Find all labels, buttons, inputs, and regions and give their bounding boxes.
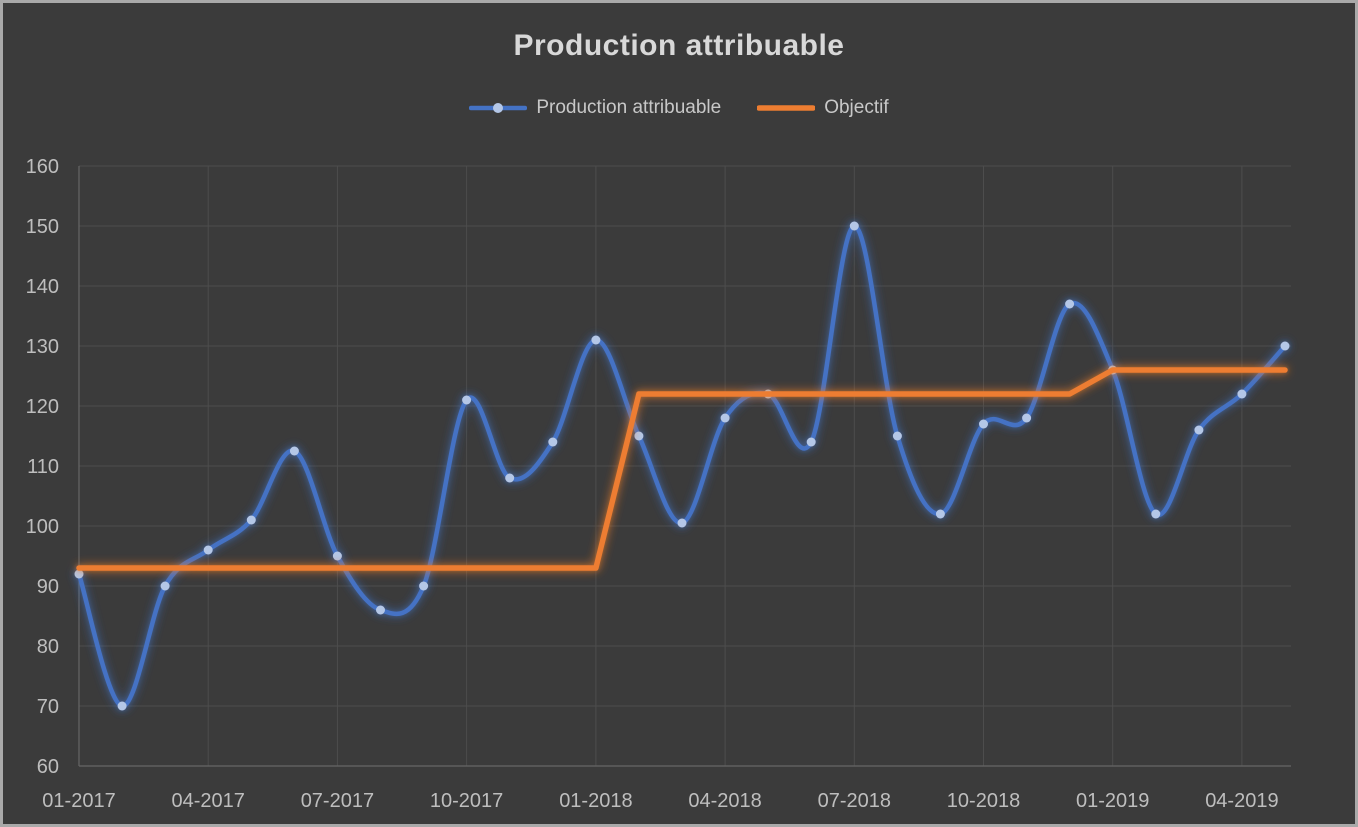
data-point-marker — [677, 518, 687, 528]
y-axis-tick-label: 140 — [26, 276, 59, 298]
data-point-marker — [849, 221, 859, 231]
objectif-line[interactable] — [76, 367, 1288, 571]
chart-title[interactable]: Production attribuable — [513, 29, 845, 62]
y-axis-tick-label: 90 — [37, 576, 59, 598]
y-axis-tick-label: 80 — [37, 636, 59, 658]
data-point-marker — [117, 701, 127, 711]
data-point-marker — [376, 605, 385, 615]
x-axis-tick-label: 10-2017 — [430, 790, 503, 812]
data-point-marker — [289, 446, 299, 456]
x-axis-tick-label: 07-2018 — [818, 790, 891, 812]
data-point-marker — [634, 431, 644, 441]
data-point-marker — [332, 551, 342, 561]
data-point-marker — [979, 419, 988, 429]
x-axis-tick-label: 10-2018 — [947, 790, 1020, 812]
data-point-marker — [720, 413, 730, 423]
data-point-marker — [74, 569, 84, 579]
series-production-attribuable — [74, 221, 1290, 711]
y-axis-tick-label: 60 — [37, 756, 59, 778]
data-point-marker — [1022, 413, 1032, 423]
x-axis-tick-label: 07-2017 — [301, 790, 374, 812]
data-point-marker — [1194, 425, 1204, 435]
legend-label-production-attribuable: Production attribuable — [536, 97, 722, 118]
plot-area[interactable]: 60 70 80 90 100 110 120 130 140 150 160 01-2017 04-2… — [3, 3, 1358, 827]
data-point-marker — [1065, 299, 1075, 309]
legend-line-icon — [757, 100, 816, 116]
data-point-marker — [203, 545, 213, 555]
data-point-marker — [591, 335, 601, 345]
data-point-marker — [419, 581, 429, 591]
data-point-marker — [246, 515, 256, 525]
gridlines — [78, 165, 1291, 767]
y-axis-tick-label: 120 — [26, 396, 59, 418]
y-axis-tick-label: 130 — [26, 336, 59, 358]
y-axis-tick-label: 100 — [26, 516, 59, 538]
y-axis-tick-label: 70 — [37, 696, 59, 718]
data-point-marker — [935, 509, 945, 519]
data-point-marker — [505, 473, 515, 483]
x-axis-tick-label: 04-2019 — [1205, 790, 1278, 812]
x-axis-tick-label: 01-2019 — [1076, 790, 1149, 812]
data-point-marker — [462, 395, 472, 405]
legend-item-production-attribuable[interactable]: Production attribuable — [469, 97, 721, 119]
data-point-marker — [160, 581, 170, 591]
legend: Production attribuable Objectif — [3, 97, 1355, 119]
legend-label-objectif: Objectif — [824, 97, 889, 118]
data-point-marker — [1237, 389, 1247, 399]
x-axis-tick-label: 04-2018 — [688, 790, 761, 812]
data-point-marker — [548, 437, 558, 447]
series-objectif — [76, 367, 1288, 571]
data-point-marker — [806, 437, 816, 447]
y-axis-tick-label: 150 — [26, 216, 59, 238]
legend-line-marker-icon — [469, 100, 528, 116]
x-axis-tick-label: 01-2018 — [559, 790, 632, 812]
x-axis-tick-label: 04-2017 — [171, 790, 244, 812]
legend-item-objectif[interactable]: Objectif — [757, 97, 889, 119]
data-point-marker — [1151, 509, 1161, 519]
y-axis-tick-label: 110 — [27, 456, 59, 478]
data-point-marker — [892, 431, 902, 441]
data-point-marker — [1280, 341, 1290, 351]
y-axis-tick-label: 160 — [26, 156, 59, 178]
x-axis-tick-label: 01-2017 — [42, 790, 115, 812]
